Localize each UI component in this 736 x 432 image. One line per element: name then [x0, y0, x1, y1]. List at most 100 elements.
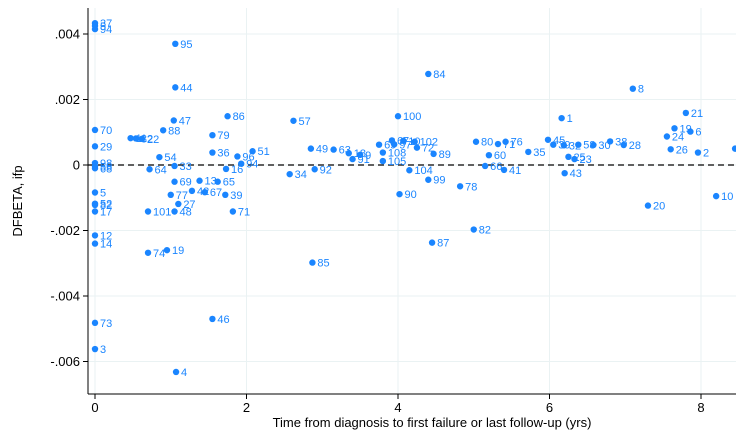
data-point — [188, 187, 196, 195]
data-point — [356, 151, 364, 159]
point-label: 54 — [164, 152, 176, 164]
x-tick-label: 8 — [697, 400, 704, 415]
data-point — [91, 189, 99, 196]
point-label: 66 — [490, 161, 502, 173]
x-tick-label: 2 — [243, 400, 250, 415]
y-axis-title: DFBETA, ifp — [10, 165, 25, 236]
point-label: 17 — [100, 207, 112, 219]
data-point — [91, 126, 99, 134]
point-label: 101 — [153, 207, 171, 219]
point-label: 22 — [147, 134, 159, 146]
point-label: 104 — [414, 165, 432, 177]
point-label: 94 — [100, 24, 112, 36]
point-label: 3 — [100, 344, 106, 356]
point-label: 9 — [365, 150, 371, 162]
y-tick-label: -.004 — [50, 289, 80, 304]
data-point — [550, 141, 557, 148]
y-tick-label: -.002 — [50, 223, 80, 238]
data-point — [234, 153, 241, 160]
data-point — [687, 128, 694, 135]
point-label: 41 — [509, 165, 521, 177]
data-point — [428, 239, 436, 246]
data-point — [575, 141, 582, 148]
data-point — [544, 136, 552, 143]
data-point — [209, 149, 216, 156]
point-label: 95 — [180, 39, 192, 51]
data-point — [712, 192, 720, 200]
data-point — [209, 315, 216, 323]
data-point — [502, 138, 509, 145]
point-label: 10 — [721, 191, 733, 203]
data-point — [565, 153, 572, 161]
data-point — [425, 176, 432, 183]
point-label: 100 — [403, 111, 421, 123]
point-label: 12 — [100, 230, 112, 242]
point-label: 72 — [422, 143, 434, 155]
data-point — [91, 208, 99, 215]
y-tick-label: 0 — [73, 158, 80, 173]
data-point — [606, 138, 614, 145]
data-point — [425, 70, 432, 78]
data-point — [629, 85, 637, 92]
point-label: 64 — [155, 164, 167, 176]
point-label: 34 — [295, 169, 307, 181]
y-tick-label: .004 — [55, 27, 80, 42]
point-label: 79 — [217, 130, 229, 142]
point-label: 24 — [672, 132, 684, 144]
data-point — [671, 125, 678, 132]
data-point — [171, 178, 178, 185]
data-point — [413, 144, 421, 151]
data-point — [430, 150, 437, 158]
data-point — [214, 178, 221, 185]
point-label: 35 — [533, 147, 545, 159]
data-point — [311, 166, 318, 173]
y-tick-label: .002 — [55, 92, 80, 107]
point-label: 1 — [567, 113, 573, 125]
point-label: 36 — [217, 148, 229, 160]
data-point — [561, 169, 568, 177]
point-label: 51 — [258, 146, 270, 158]
data-point — [163, 246, 171, 254]
point-label: 28 — [629, 140, 641, 152]
data-point — [620, 141, 627, 149]
point-label: 46 — [217, 314, 229, 326]
point-label: 98 — [100, 158, 112, 170]
data-point — [91, 345, 99, 353]
point-label: 20 — [653, 201, 665, 213]
data-point — [286, 170, 293, 178]
data-point — [694, 149, 702, 156]
data-point — [481, 162, 489, 170]
point-label: 37 — [100, 18, 112, 30]
data-point — [156, 153, 163, 161]
data-point — [307, 145, 315, 152]
point-label: 76 — [511, 137, 523, 149]
point-label: 82 — [100, 200, 112, 212]
point-label: 85 — [317, 258, 329, 270]
data-point — [91, 201, 99, 209]
point-label: 27 — [183, 199, 195, 211]
point-label: 73 — [100, 318, 112, 330]
data-point — [201, 188, 209, 196]
y-tick-label: -.006 — [50, 354, 80, 369]
data-point — [590, 141, 597, 149]
data-point — [667, 146, 674, 153]
data-point — [411, 138, 418, 145]
data-point — [91, 232, 99, 239]
point-label: 13 — [205, 176, 217, 188]
data-point — [237, 160, 245, 167]
data-point — [682, 109, 690, 117]
point-label: 87 — [437, 238, 449, 250]
point-label: 29 — [100, 141, 112, 153]
data-point — [196, 177, 203, 184]
point-label: 23 — [579, 154, 591, 166]
point-label: 49 — [316, 144, 328, 156]
point-label: 68 — [100, 163, 112, 175]
data-point — [224, 113, 231, 120]
point-label: 21 — [691, 108, 703, 120]
x-tick-label: 4 — [394, 400, 401, 415]
point-label: 102 — [420, 137, 438, 149]
point-label: 48 — [180, 207, 192, 219]
data-point — [406, 167, 413, 174]
